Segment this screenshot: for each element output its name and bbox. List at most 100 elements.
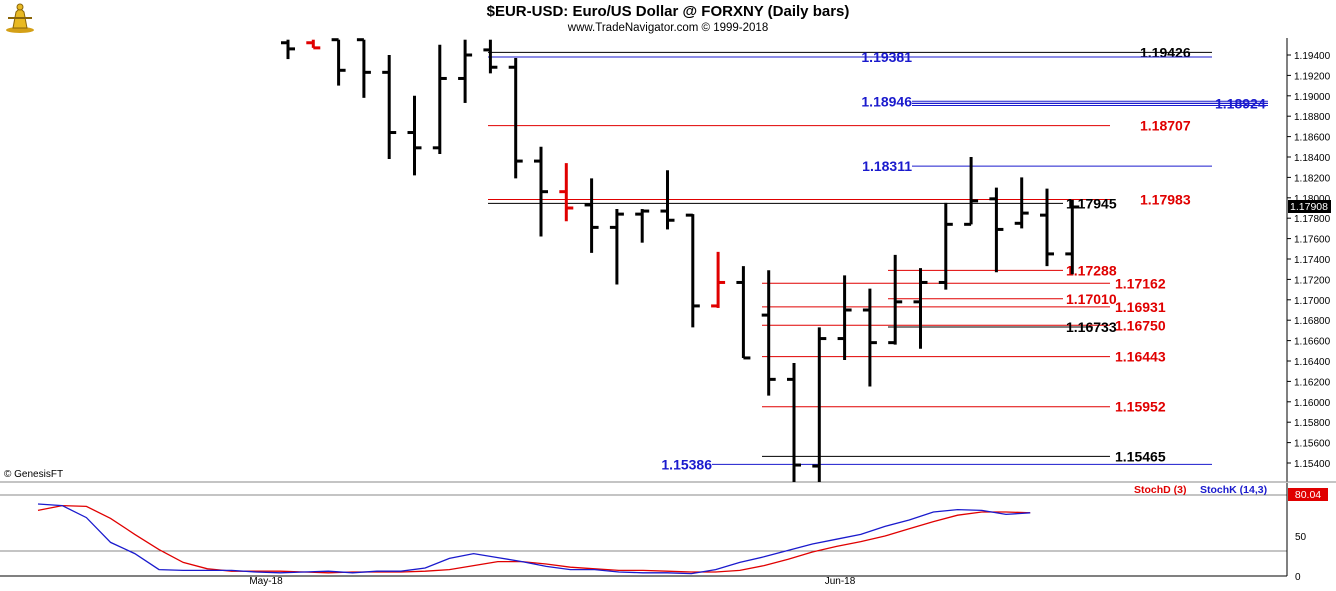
stoch-tick-label: 0 — [1295, 572, 1301, 583]
level-line: 1.17288 — [888, 262, 1117, 278]
ohlc-bar — [584, 178, 599, 253]
ohlc-bar — [635, 209, 650, 243]
legend-stochk: StochK (14,3) — [1200, 484, 1267, 496]
level-label: 1.17288 — [1066, 262, 1117, 278]
y-tick-label: 1.18600 — [1294, 133, 1331, 144]
level-label: 1.16733 — [1066, 319, 1117, 335]
ohlc-bar — [306, 39, 321, 50]
copyright-label: © GenesisFT — [4, 469, 63, 480]
level-label: 1.15465 — [1115, 448, 1166, 464]
y-tick-label: 1.15600 — [1294, 439, 1331, 450]
ohlc-bar — [458, 39, 473, 103]
stoch-tick-label: 50 — [1295, 532, 1307, 543]
y-tick-label: 1.16800 — [1294, 316, 1331, 327]
ohlc-bar — [1040, 188, 1054, 267]
chart-title: $EUR-USD: Euro/US Dollar @ FORXNY (Daily… — [486, 3, 850, 20]
stoch-series-line — [37, 503, 1031, 575]
level-label: 1.15952 — [1115, 399, 1166, 415]
y-tick-label: 1.19000 — [1294, 92, 1331, 103]
x-label-jun: Jun-18 — [825, 576, 856, 587]
stochastic-lines — [37, 503, 1031, 575]
y-tick-label: 1.15800 — [1294, 418, 1331, 429]
x-label-may: May-18 — [249, 576, 283, 587]
support-resistance-levels: 1.19426 1.19381 1.18946 1.18924 1.18707 1.183… — [488, 44, 1268, 472]
ohlc-bar — [407, 95, 422, 176]
y-tick-label: 1.16000 — [1294, 398, 1331, 409]
y-tick-label: 1.16400 — [1294, 357, 1331, 368]
level-label: 1.17162 — [1115, 275, 1166, 291]
ohlc-bar — [331, 38, 346, 86]
stoch-last-value: 80.04 — [1295, 489, 1321, 501]
ohlc-bar — [508, 58, 523, 179]
ohlc-bar — [356, 38, 371, 98]
ohlc-bar — [559, 163, 574, 222]
stochastic-axis: 50 0 — [1295, 532, 1307, 583]
ohlc-bar — [1065, 199, 1080, 275]
level-label: 1.18707 — [1140, 118, 1191, 134]
stochastic-panel: 50 0 StochD (3) StochK (14,3) 80.04 — [0, 483, 1328, 583]
ohlc-bar — [938, 202, 953, 290]
level-label: 1.17983 — [1140, 192, 1191, 208]
date-axis: May-18 Jun-18 — [249, 576, 855, 587]
level-label: 1.19426 — [1140, 44, 1191, 60]
y-tick-label: 1.17000 — [1294, 296, 1331, 307]
level-label: 1.17010 — [1066, 291, 1117, 307]
ohlc-bar — [609, 209, 624, 285]
ohlc-bar — [736, 266, 751, 360]
level-line: 1.16733 — [888, 319, 1117, 335]
level-line: 1.18924 — [912, 96, 1268, 112]
level-line: 1.17010 — [888, 291, 1117, 307]
stoch-series-line — [37, 504, 1031, 574]
y-tick-label: 1.16200 — [1294, 377, 1331, 388]
level-line: 1.17162 — [762, 275, 1166, 291]
ohlc-bar — [888, 254, 903, 345]
y-tick-label: 1.15400 — [1294, 459, 1331, 470]
level-line: 1.19426 — [488, 44, 1212, 60]
ohlc-bar — [837, 275, 852, 360]
level-label: 1.18946 — [861, 93, 912, 109]
ohlc-bar — [989, 187, 1004, 273]
ohlc-bar — [685, 213, 700, 328]
level-label: 1.18311 — [862, 158, 912, 174]
ohlc-bars — [281, 38, 1080, 482]
ohlc-bar — [1014, 177, 1029, 229]
ohlc-bar — [382, 55, 397, 160]
ohlc-bar — [787, 363, 801, 482]
chart-subtitle: www.TradeNavigator.com © 1999-2018 — [567, 22, 769, 34]
last-price-label: 1.17908 — [1290, 201, 1328, 213]
ohlc-bar — [432, 44, 447, 154]
ohlc-bar — [812, 327, 827, 482]
ohlc-bar — [660, 170, 675, 230]
ohlc-bar — [534, 146, 548, 237]
ohlc-bar — [964, 157, 979, 226]
level-label: 1.19381 — [861, 49, 912, 65]
level-line: 1.19381 — [488, 49, 1212, 65]
price-axis: 1.19400 1.19200 1.19000 1.18800 1.18600 1.184… — [1287, 51, 1331, 470]
level-label: 1.18924 — [1215, 96, 1266, 112]
trade-navigator-logo-icon — [6, 3, 34, 33]
main-plot-frame — [0, 38, 1336, 483]
ohlc-bar — [711, 251, 726, 308]
level-line: 1.16750 — [762, 317, 1166, 333]
ohlc-bar — [761, 270, 776, 396]
y-tick-label: 1.19400 — [1294, 51, 1331, 62]
level-label: 1.16750 — [1115, 317, 1166, 333]
y-tick-label: 1.18400 — [1294, 153, 1331, 164]
y-tick-label: 1.16600 — [1294, 337, 1331, 348]
level-line: 1.18707 — [488, 118, 1191, 134]
level-label: 1.16931 — [1115, 299, 1166, 315]
y-tick-label: 1.18800 — [1294, 112, 1331, 123]
legend-stochd: StochD (3) — [1134, 484, 1187, 496]
y-tick-label: 1.18000 — [1294, 194, 1331, 205]
y-tick-label: 1.19200 — [1294, 71, 1331, 82]
y-tick-label: 1.17800 — [1294, 214, 1331, 225]
ohlc-bar — [862, 288, 877, 387]
y-tick-label: 1.17600 — [1294, 235, 1331, 246]
y-tick-label: 1.18200 — [1294, 173, 1331, 184]
ohlc-bar — [483, 39, 498, 74]
chart-header: $EUR-USD: Euro/US Dollar @ FORXNY (Daily… — [0, 0, 1336, 38]
ohlc-bar — [913, 268, 928, 349]
level-label: 1.15386 — [661, 456, 712, 472]
y-tick-label: 1.17200 — [1294, 275, 1331, 286]
